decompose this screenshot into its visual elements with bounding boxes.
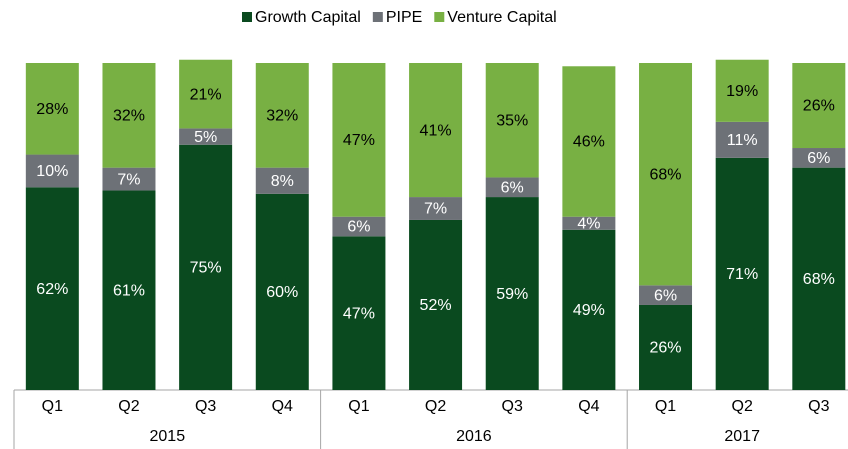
bar-segment [792, 63, 846, 149]
data-label: 26% [803, 98, 835, 115]
legend-label: Venture Capital [447, 9, 556, 26]
bar-segment [332, 236, 386, 390]
data-label: 47% [343, 132, 375, 149]
bar-segment [562, 229, 616, 390]
group-label: 2015 [150, 428, 186, 445]
data-label: 71% [726, 266, 758, 283]
data-label: 41% [420, 122, 452, 139]
data-label: 19% [726, 83, 758, 100]
bar-segment [792, 167, 846, 390]
data-label: 62% [36, 281, 68, 298]
data-label: 28% [36, 101, 68, 118]
data-label: 59% [496, 286, 528, 303]
data-label: 21% [190, 86, 222, 103]
bar-segment [409, 219, 463, 390]
x-tick-label: Q3 [195, 398, 216, 415]
data-label: 47% [343, 305, 375, 322]
data-label: 11% [727, 132, 758, 149]
x-tick-label: Q2 [732, 398, 753, 415]
legend-label: Growth Capital [255, 9, 361, 26]
bar-segment [715, 59, 769, 122]
data-label: 4% [577, 215, 600, 232]
data-label: 49% [573, 302, 605, 319]
bar-segment [25, 63, 79, 155]
bar-segment [332, 63, 386, 217]
bar-segment [639, 304, 693, 390]
bar-segment [715, 121, 769, 158]
data-label: 35% [496, 112, 528, 129]
bar-segment [102, 190, 156, 390]
x-tick-label: Q3 [502, 398, 523, 415]
bar-segment [255, 63, 309, 168]
bar-segment [409, 63, 463, 198]
x-tick-label: Q1 [348, 398, 369, 415]
group-label: 2016 [456, 428, 492, 445]
bar-segment [562, 216, 616, 230]
data-label: 61% [113, 282, 145, 299]
bar-segment [255, 193, 309, 390]
bar-segment [179, 128, 233, 145]
legend-swatch [372, 12, 383, 22]
bar-segment [485, 63, 539, 178]
bar-segment [562, 66, 616, 217]
bar-segment [639, 63, 693, 286]
bar-segment [25, 154, 79, 188]
data-label: 10% [36, 163, 68, 180]
bar-segment [25, 187, 79, 390]
x-tick-label: Q4 [578, 398, 599, 415]
data-label: 52% [420, 297, 452, 314]
data-label: 68% [650, 166, 682, 183]
x-tick-label: Q1 [655, 398, 676, 415]
data-label: 75% [190, 260, 222, 277]
data-label: 6% [807, 150, 830, 167]
x-tick-label: Q2 [425, 398, 446, 415]
bar-segment [485, 177, 539, 198]
group-label: 2017 [724, 428, 760, 445]
data-label: 60% [266, 284, 298, 301]
x-tick-label: Q2 [118, 398, 139, 415]
data-label: 6% [501, 179, 524, 196]
data-label: 68% [803, 271, 835, 288]
data-label: 7% [424, 201, 447, 218]
data-label: 5% [194, 129, 217, 146]
data-label: 26% [650, 340, 682, 357]
bar-segment [409, 197, 463, 220]
data-label: 32% [113, 108, 145, 125]
bar-segment [102, 63, 156, 168]
x-tick-label: Q3 [808, 398, 829, 415]
bar-segment [485, 197, 539, 390]
legend-swatch [242, 12, 252, 22]
bar-segment [715, 157, 769, 390]
bar-segment [179, 144, 233, 390]
bar-segment [332, 216, 386, 237]
data-label: 46% [573, 134, 605, 151]
x-tick-label: Q1 [42, 398, 63, 415]
bar-segment [639, 285, 693, 305]
data-label: 8% [271, 173, 294, 190]
legend-label: PIPE [386, 9, 422, 26]
bar-segment [792, 148, 846, 168]
bar-segment [179, 59, 233, 129]
data-label: 6% [347, 219, 370, 236]
data-label: 6% [654, 287, 677, 304]
x-tick-label: Q4 [272, 398, 293, 415]
bar-segment [255, 167, 309, 194]
data-label: 7% [117, 171, 140, 188]
data-label: 32% [266, 108, 298, 125]
legend-swatch [434, 12, 445, 22]
bar-segment [102, 167, 156, 191]
